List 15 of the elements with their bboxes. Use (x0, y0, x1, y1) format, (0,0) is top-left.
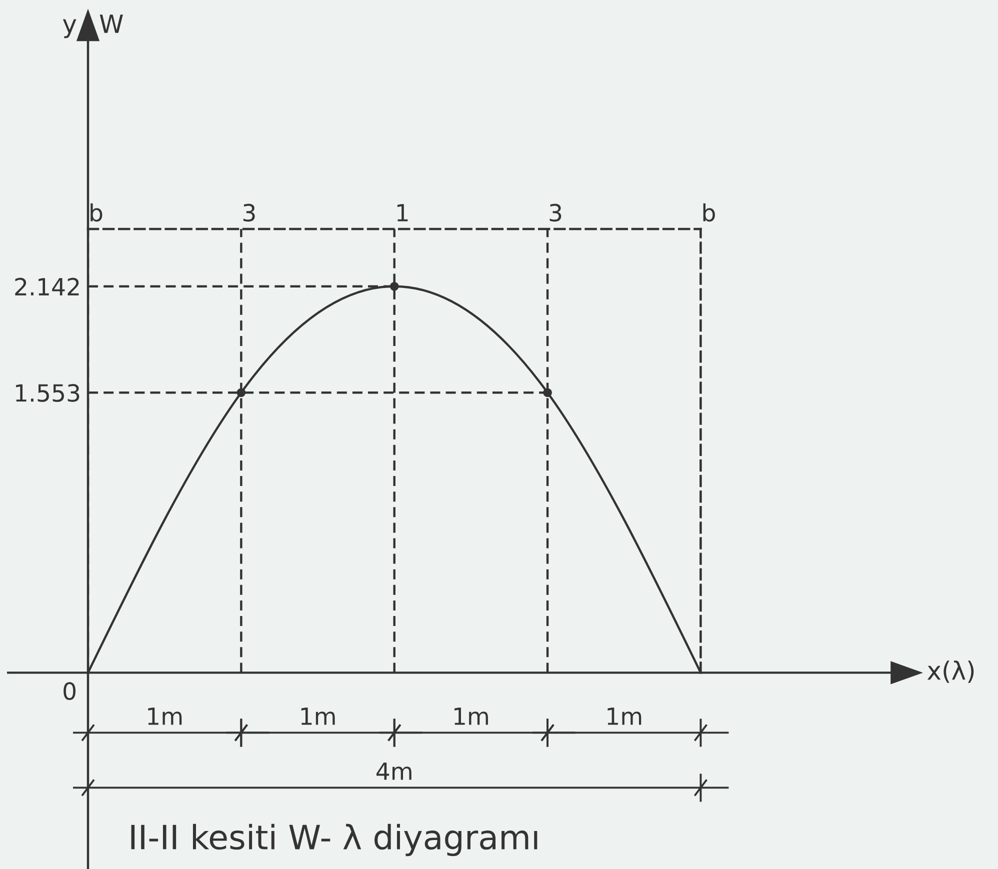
x-tick-label: b (703, 203, 715, 222)
y-tick-label: 0 (64, 682, 76, 700)
text: 1m (301, 708, 335, 725)
text: 4m (376, 762, 412, 780)
y-tick-label: 1.553 (16, 384, 80, 402)
y-tick-label: 2.142 (15, 278, 79, 296)
x-tick-label: 3 (243, 204, 255, 222)
x-tick-label: 3 (550, 204, 562, 222)
text: 1m (454, 708, 488, 725)
text: II-II kesiti W- λ diyagramı (131, 824, 538, 856)
x-tick-label: b (90, 203, 102, 222)
text: 1m (148, 708, 182, 725)
text: x(λ) (927, 660, 974, 683)
text: 1m (608, 708, 642, 725)
x-tick-label: 1 (397, 204, 408, 222)
